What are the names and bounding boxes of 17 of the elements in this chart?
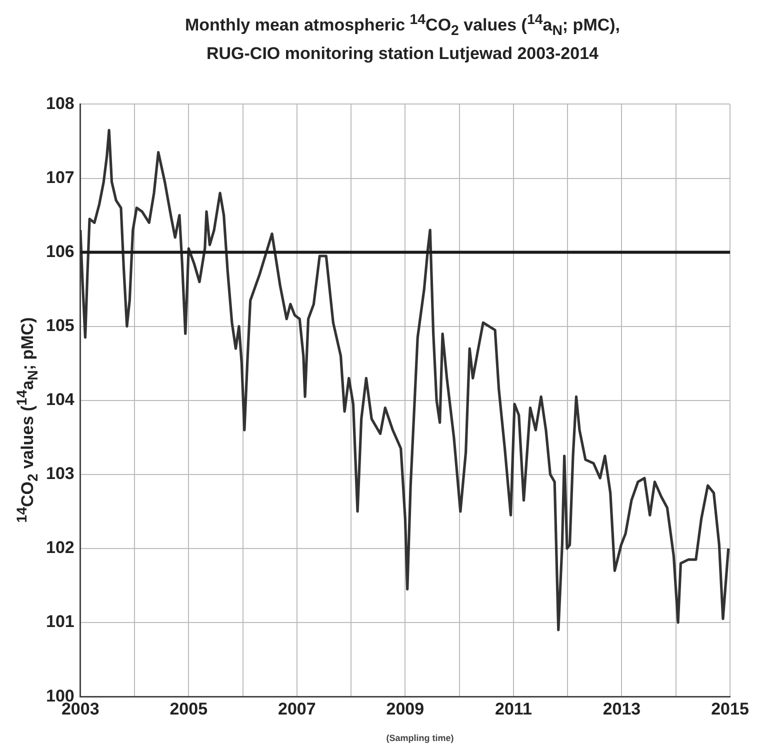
y-tick-label: 102 — [46, 538, 74, 558]
y-tick-label: 106 — [46, 242, 74, 261]
y-tick-label: 104 — [46, 390, 75, 410]
y-tick-label: 108 — [46, 94, 74, 113]
x-tick-label: 2013 — [602, 699, 641, 718]
x-tick-label: 2015 — [711, 699, 749, 718]
x-tick-label: 2011 — [495, 699, 532, 718]
chart-subtitle: RUG-CIO monitoring station Lutjewad 2003-2014 — [205, 44, 600, 64]
y-tick-label: 105 — [46, 316, 74, 336]
x-tick-label: 2005 — [170, 699, 208, 718]
y-tick-label: 101 — [46, 612, 74, 632]
y-tick-label: 103 — [46, 464, 74, 484]
chart-title: Monthly mean atmospheric $^{14}$CO$_{2}$ values ($^{14}$a$_{N}$; pMC), — [184, 12, 620, 40]
y-tick-label: 107 — [46, 168, 74, 187]
x-tick-label: 2009 — [386, 699, 424, 718]
x-axis-title: (Sampling time) — [385, 733, 455, 743]
x-tick-label: 2007 — [278, 699, 316, 718]
